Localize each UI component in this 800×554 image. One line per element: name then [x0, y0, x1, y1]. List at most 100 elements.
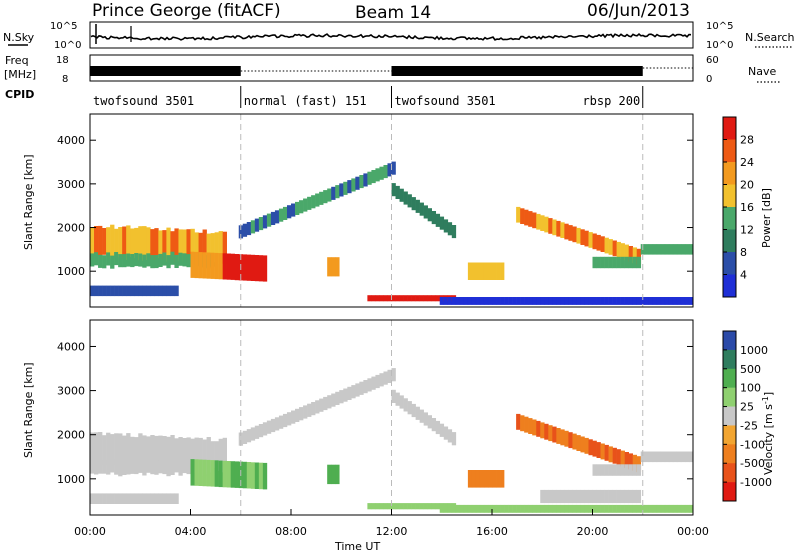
heatmap-cell	[126, 225, 131, 260]
heatmap-cell	[355, 176, 360, 190]
heatmap-cell	[556, 428, 561, 444]
heatmap-cell	[423, 503, 428, 510]
heatmap-cell	[407, 295, 412, 302]
heatmap-cell	[580, 297, 585, 305]
heatmap-cell	[680, 297, 686, 305]
heatmap-cell	[158, 460, 163, 474]
heatmap-cell	[122, 461, 127, 475]
heatmap-cell	[295, 408, 300, 422]
heatmap-cell	[138, 433, 143, 468]
y-tick-label: 3000	[57, 178, 85, 191]
heatmap-cell	[134, 437, 139, 464]
heatmap-cell	[154, 493, 159, 504]
heatmap-cell	[604, 237, 609, 254]
heatmap-cell	[604, 256, 609, 269]
heatmap-cell	[483, 297, 489, 305]
noise-sky-label: N.Sky	[3, 31, 35, 44]
heatmap-cell	[274, 210, 280, 224]
heatmap-cell	[548, 218, 553, 234]
heatmap-cell	[604, 464, 609, 476]
heatmap-cell	[540, 504, 545, 513]
heatmap-cell	[262, 255, 268, 282]
heatmap-cell	[114, 493, 119, 504]
heatmap-cell	[331, 393, 336, 407]
heatmap-cell	[371, 376, 376, 390]
heatmap-cell	[347, 180, 352, 194]
velocity-axes: 1000 2000 3000 4000	[57, 320, 693, 515]
heatmap-cell	[612, 256, 617, 269]
heatmap-cell	[146, 285, 151, 297]
heatmap-cell	[536, 213, 541, 230]
heatmap-cell	[146, 253, 151, 267]
heatmap-cell	[483, 504, 489, 513]
heatmap-cell	[303, 198, 308, 212]
heatmap-cell	[552, 504, 557, 513]
heatmap-cell	[98, 285, 103, 297]
heatmap-cell	[363, 380, 368, 394]
heatmap-cell	[640, 297, 646, 305]
colorbar-swatch	[723, 274, 736, 298]
heatmap-cell	[391, 183, 396, 197]
heatmap-cell	[134, 227, 139, 259]
cpid-segment-text: twofsound 3501	[395, 94, 496, 108]
heatmap-cell	[258, 255, 264, 282]
heatmap-cell	[286, 205, 292, 219]
heatmap-cell	[246, 254, 252, 281]
heatmap-cell	[427, 503, 432, 510]
heatmap-cell	[560, 222, 565, 238]
heatmap-cell	[367, 503, 372, 510]
velocity-ylabel: Slant Range [km]	[22, 362, 35, 458]
colorbar-tick-label: 500	[740, 363, 761, 376]
heatmap-cell	[138, 253, 143, 267]
heatmap-cell	[600, 464, 605, 476]
heatmap-cell	[492, 297, 497, 305]
heatmap-cell	[274, 417, 280, 431]
heatmap-cell	[379, 503, 384, 510]
heatmap-cell	[246, 222, 252, 236]
heatmap-cell	[588, 232, 593, 248]
noise-trace	[90, 24, 692, 44]
heatmap-cell	[616, 489, 621, 504]
heatmap-cell	[114, 285, 119, 297]
heatmap-cell	[230, 461, 236, 488]
heatmap-cell	[335, 464, 340, 485]
heatmap-cell	[592, 489, 597, 504]
heatmap-cell	[186, 437, 191, 469]
heatmap-cell	[387, 295, 392, 302]
colorbar-tick-label: 16	[740, 201, 754, 214]
heatmap-cell	[620, 464, 625, 476]
heatmap-cell	[158, 493, 163, 504]
heatmap-cell	[106, 493, 111, 504]
heatmap-cell	[612, 447, 617, 464]
heatmap-cell	[463, 297, 469, 305]
heatmap-cell	[536, 504, 541, 513]
velocity-colorbar-label: Velocity [m s-1]	[761, 392, 776, 475]
heatmap-cell	[664, 244, 670, 255]
heatmap-cell	[238, 225, 244, 239]
heatmap-cell	[150, 285, 155, 297]
colorbar-tick-label: -1000	[740, 476, 772, 489]
heatmap-cell	[451, 432, 457, 446]
heatmap-cell	[620, 504, 625, 513]
colorbar-tick-label: -500	[740, 457, 765, 470]
heatmap-cell	[238, 432, 244, 446]
heatmap-cell	[182, 253, 187, 267]
heatmap-cell	[596, 489, 601, 504]
heatmap-cell	[94, 285, 99, 297]
heatmap-cell	[415, 503, 420, 510]
heatmap-cell	[407, 194, 412, 208]
heatmap-cell	[451, 297, 457, 305]
heatmap-cell	[680, 504, 686, 513]
colorbar-tick-label: 12	[740, 224, 754, 237]
heatmap-cell	[323, 190, 328, 204]
power-panel: 1000 2000 3000 4000 Slant Range [km] 4 8 12 16…	[22, 113, 773, 308]
heatmap-cell	[206, 252, 211, 279]
heatmap-cell	[262, 422, 268, 436]
heatmap-cell	[110, 459, 115, 473]
heatmap-cell	[568, 489, 573, 504]
heatmap-cell	[479, 262, 485, 280]
heatmap-cell	[528, 211, 533, 227]
heatmap-cell	[194, 251, 199, 279]
heatmap-cell	[415, 295, 420, 302]
heatmap-cell	[656, 504, 662, 513]
